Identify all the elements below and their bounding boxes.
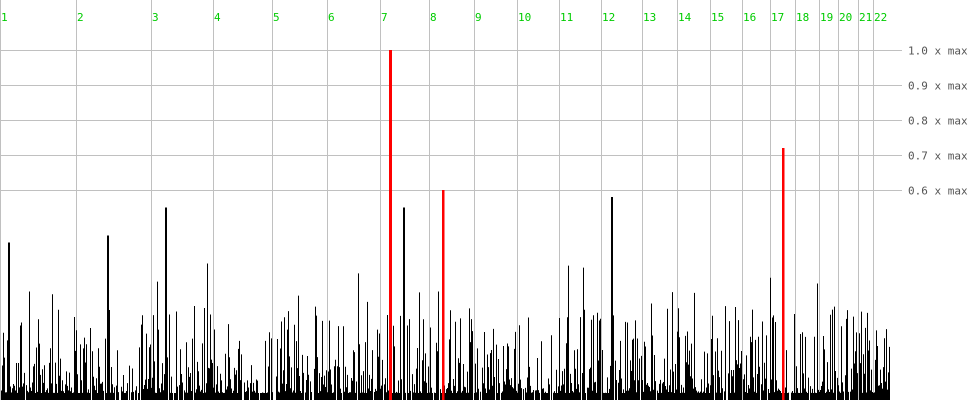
highlighted-peak-chr8 [442,190,445,400]
chromosome-label-7: 7 [381,11,388,24]
chromosome-label-9: 9 [475,11,482,24]
y-tick-label: 1.0 x max [908,45,968,58]
y-tick-label: 0.9 x max [908,80,968,93]
chromosome-label-5: 5 [273,11,280,24]
y-tick-label: 0.8 x max [908,115,968,128]
chromosome-label-13: 13 [643,11,656,24]
chromosome-label-3: 3 [152,11,159,24]
chromosome-label-6: 6 [328,11,335,24]
chromosome-label-14: 14 [678,11,692,24]
chromosome-label-19: 19 [820,11,833,24]
bar-peak-chr7 [403,207,405,400]
chromosome-label-8: 8 [430,11,437,24]
chromosome-label-1: 1 [1,11,8,24]
chromosome-label-21: 21 [859,11,872,24]
highlighted-peak-chr7 [389,50,392,400]
y-tick-label: 0.6 x max [908,185,968,198]
chromosome-label-11: 11 [560,11,573,24]
chromosome-label-17: 17 [771,11,784,24]
chromosome-labels: 1 2 3 4 5 6 7 8 9 10 11 12 13 14 15 16 17 18 19 20 21 22 [1,11,887,24]
highlighted-peak-chr17 [782,148,785,400]
chromosome-label-15: 15 [711,11,724,24]
chromosome-label-22: 22 [874,11,887,24]
y-tick-label: 0.7 x max [908,150,968,163]
y-tick-labels: 1.0 x max 0.9 x max 0.8 x max 0.7 x max 0.6 … [908,45,968,198]
background-bars [1,197,890,400]
chromosome-label-18: 18 [796,11,809,24]
chromosome-label-16: 16 [743,11,756,24]
highlighted-peaks [389,50,785,400]
chromosome-label-2: 2 [77,11,84,24]
bar-peak-chr1 [8,242,10,400]
bar-peak-chr2 [107,235,109,400]
bar-peak-chr3 [165,207,167,400]
chromosome-label-4: 4 [214,11,221,24]
chromosome-label-10: 10 [518,11,531,24]
bar-peak-chr12 [611,197,613,400]
chromosome-label-20: 20 [839,11,852,24]
chromosome-label-12: 12 [602,11,615,24]
